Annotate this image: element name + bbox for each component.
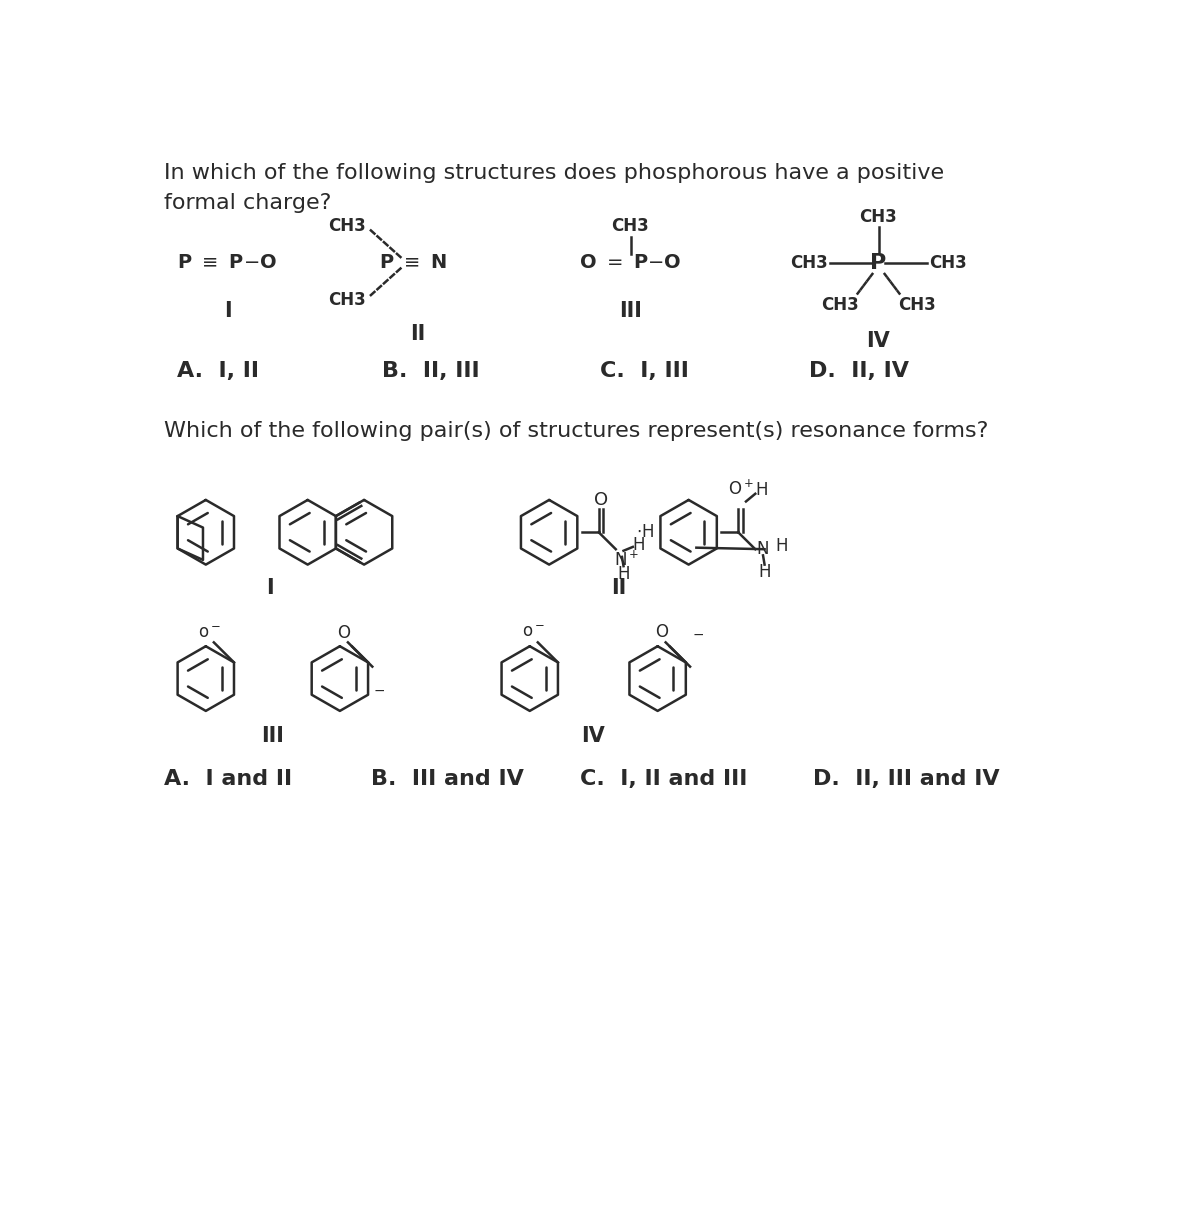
Text: O$^+$: O$^+$: [727, 480, 754, 499]
Text: $\cdot$H: $\cdot$H: [636, 523, 654, 541]
Text: D.  II, IV: D. II, IV: [809, 360, 908, 381]
Text: O: O: [655, 622, 668, 640]
Text: H: H: [775, 538, 788, 556]
Text: H: H: [632, 535, 646, 553]
Text: H: H: [755, 481, 768, 499]
Text: I: I: [223, 301, 232, 320]
Text: CH3: CH3: [790, 254, 828, 272]
Text: P $\equiv$ N: P $\equiv$ N: [379, 254, 448, 272]
Text: B.  II, III: B. II, III: [383, 360, 480, 381]
Text: II: II: [611, 577, 626, 598]
Text: I: I: [266, 577, 274, 598]
Text: CH3: CH3: [859, 208, 898, 226]
Text: CH3: CH3: [612, 216, 649, 234]
Text: CH3: CH3: [929, 254, 967, 272]
Text: D.  II, III and IV: D. II, III and IV: [812, 768, 1000, 789]
Text: $^-$: $^-$: [690, 631, 706, 650]
Text: O $=$ P$-$O: O $=$ P$-$O: [580, 254, 682, 272]
Text: o$^-$: o$^-$: [522, 622, 545, 640]
Text: N$^+$: N$^+$: [614, 551, 640, 570]
Text: P: P: [870, 252, 887, 273]
Text: III: III: [262, 726, 284, 747]
Text: $^-$: $^-$: [371, 686, 386, 705]
Text: O: O: [337, 625, 350, 643]
Text: In which of the following structures does phosphorous have a positive: In which of the following structures doe…: [164, 163, 944, 182]
Text: C.  I, III: C. I, III: [600, 360, 689, 381]
Text: II: II: [409, 324, 425, 343]
Text: O: O: [594, 490, 608, 509]
Text: o$^-$: o$^-$: [198, 625, 222, 643]
Text: C.  I, II and III: C. I, II and III: [580, 768, 748, 789]
Text: A.  I, II: A. I, II: [178, 360, 259, 381]
Text: CH3: CH3: [328, 216, 366, 234]
Text: B.  III and IV: B. III and IV: [371, 768, 523, 789]
Text: H: H: [758, 563, 770, 581]
Text: H: H: [617, 565, 630, 582]
Text: IV: IV: [582, 726, 605, 747]
Text: III: III: [619, 301, 642, 320]
Text: Which of the following pair(s) of structures represent(s) resonance forms?: Which of the following pair(s) of struct…: [164, 420, 989, 441]
Text: formal charge?: formal charge?: [164, 193, 331, 214]
Text: CH3: CH3: [899, 296, 936, 314]
Text: N: N: [757, 540, 769, 558]
Text: CH3: CH3: [328, 291, 366, 309]
Text: A.  I and II: A. I and II: [164, 768, 292, 789]
Text: IV: IV: [866, 331, 890, 352]
Text: P $\equiv$ P$-$O: P $\equiv$ P$-$O: [178, 254, 277, 272]
Text: CH3: CH3: [821, 296, 859, 314]
